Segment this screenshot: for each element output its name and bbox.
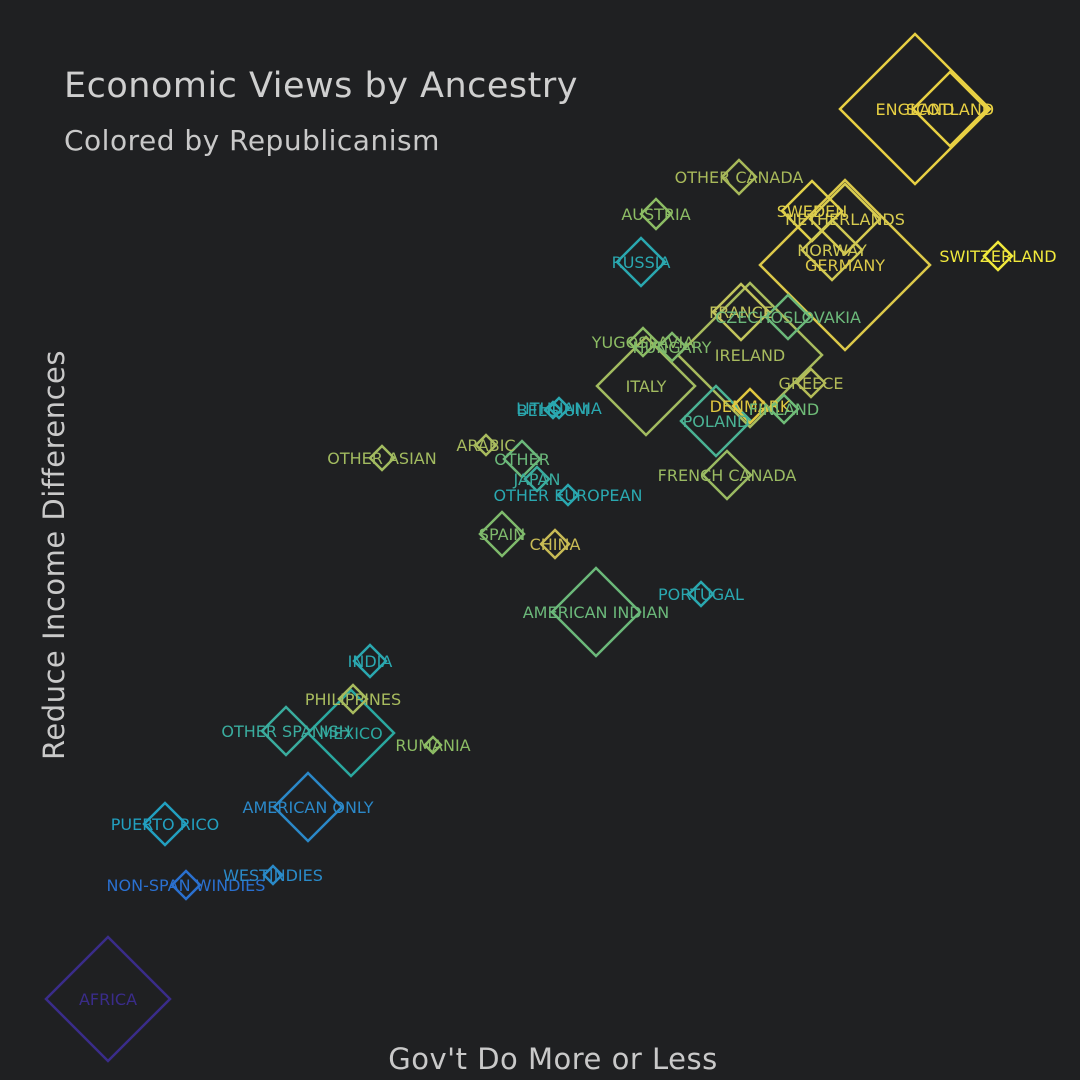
data-point-india [352,643,388,679]
data-point-spain [478,510,526,558]
data-point-china [539,528,571,560]
data-point-portugal [687,580,715,608]
data-point-japan [523,465,551,493]
point-label: DENMARK [710,397,791,416]
point-label: ENGLAND [876,100,955,119]
point-label: JAPAN [513,470,561,489]
point-label: ITALY [626,377,667,396]
point-label: LITHUANIA [516,399,602,418]
point-label: AFRICA [79,990,137,1009]
point-label: INDIA [348,652,393,671]
point-label: ARABIC [456,436,515,455]
point-label: OTHER ASIAN [327,449,436,468]
point-label: FRENCH CANADA [658,466,797,485]
data-point-french-canada [701,449,753,501]
data-point-italy [595,335,697,437]
point-label: NETHERLANDS [785,210,905,229]
point-label: HUNGARY [633,338,712,357]
data-point-hungary [656,331,688,363]
point-label: BELGIUM [517,401,590,420]
data-point-other-spanish [260,705,312,757]
data-point-mexico [306,688,396,778]
point-label: SCOTLAND [906,100,994,119]
data-point-american-only [272,771,344,843]
point-label: PORTUGAL [658,585,744,604]
data-point-american-indian [550,566,642,658]
point-label: CHINA [530,535,581,554]
data-point-denmark [731,387,769,425]
point-label: POLAND [683,412,750,431]
point-label: OTHER SPANISH [221,722,350,741]
point-label: SWITZERLAND [939,247,1056,266]
point-label: SPAIN [479,525,525,544]
data-point-finland [768,393,800,425]
point-label: AUSTRIA [621,205,690,224]
data-point-lithuania [547,396,571,420]
point-label: FRANCE [709,303,773,322]
point-label: OTHER CANADA [675,168,804,187]
point-label: RUSSIA [612,253,671,272]
data-point-westindies [262,864,284,886]
point-label: PUERTO RICO [111,815,219,834]
point-label: YUGOSLAVIA [591,333,695,352]
data-point-puerto-rico [142,801,188,847]
data-point-philippines [337,683,369,715]
y-axis-label: Reduce Income Differences [37,350,71,760]
x-axis-label: Gov't Do More or Less [388,1042,718,1076]
point-label: FINLAND [749,400,819,419]
point-label: OTHER [494,450,550,469]
data-point-england [838,32,992,186]
point-label: PHILIPPINES [305,690,401,709]
point-label: IRELAND [715,346,785,365]
data-point-greece [795,367,827,399]
data-point-austria [639,197,673,231]
point-label: GERMANY [805,256,885,275]
data-point-czechoslovakia [764,293,812,341]
point-label: OTHER EUROPEAN [494,486,643,505]
data-point-russia [615,236,667,288]
data-point-germany [758,178,932,352]
point-label: NON-SPAN WINDIES [107,876,266,895]
data-point-non-span-windies [170,869,202,901]
data-point-netherlands [808,182,882,256]
chart-subtitle: Colored by Republicanism [64,124,440,157]
data-point-other-european [556,483,580,507]
data-point-africa [44,935,172,1063]
point-label: AMERICAN INDIAN [523,603,670,622]
point-label: MEXICO [319,724,382,743]
point-label: GREECE [778,374,843,393]
data-point-other-asian [368,444,396,472]
data-point-yugoslavia [627,326,659,358]
point-label: AMERICAN ONLY [243,798,374,817]
chart-title: Economic Views by Ancestry [64,66,578,106]
data-point-rumania [423,735,443,755]
data-point-belgium [543,400,563,420]
data-point-france [711,282,771,342]
data-point-poland [679,384,753,458]
data-point-other-canada [720,158,758,196]
data-point-scotland [911,70,989,148]
point-label: RUMANIA [395,736,470,755]
point-label: WESTINDIES [223,866,323,885]
point-label: SWEDEN [777,202,847,221]
point-label: CZECHOSLOVAKIA [715,308,861,327]
data-point-switzerland [982,240,1014,272]
data-point-arabic [474,433,498,457]
data-point-other [502,439,542,479]
data-point-norway [800,218,864,282]
data-point-ireland [676,281,824,429]
point-label: NORWAY [797,241,867,260]
